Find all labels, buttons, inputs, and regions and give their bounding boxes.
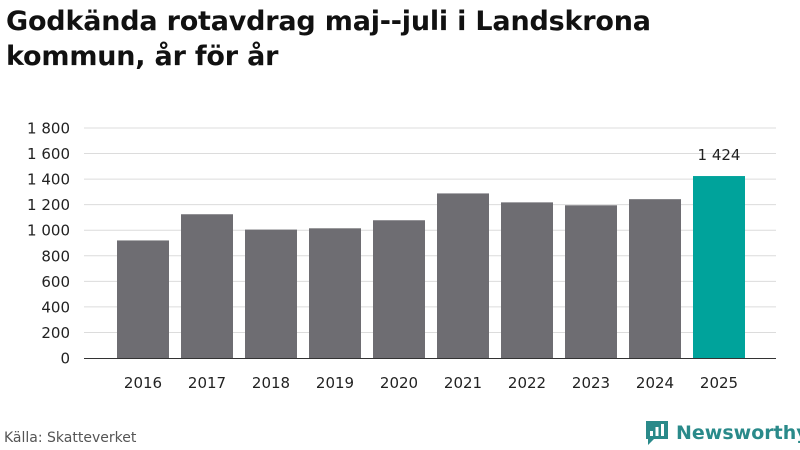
x-tick-label: 2022: [508, 374, 546, 392]
x-tick-label: 2025: [700, 374, 738, 392]
bar-2019: [309, 228, 361, 358]
x-tick-label: 2018: [252, 374, 290, 392]
brand-logo[interactable]: Newsworthy: [644, 419, 800, 447]
x-tick-label: 2016: [124, 374, 162, 392]
x-tick-label: 2020: [380, 374, 418, 392]
x-tick-label: 2023: [572, 374, 610, 392]
source-note: Källa: Skatteverket: [4, 430, 137, 446]
bar-2024: [629, 199, 681, 358]
data-labels: 1 424: [698, 146, 741, 164]
y-tick-label: 1 400: [27, 171, 70, 189]
bar-2022: [501, 202, 553, 358]
x-tick-label: 2019: [316, 374, 354, 392]
bar-2018: [245, 229, 297, 358]
y-tick-label: 1 000: [27, 222, 70, 240]
newsworthy-logo-icon: [646, 421, 668, 445]
y-tick-label: 1 600: [27, 145, 70, 163]
page-title: Godkända rotavdrag maj--juli i Landskron…: [6, 6, 651, 72]
bar-2016: [117, 240, 169, 358]
y-tick-label: 200: [41, 324, 70, 342]
bar-2021: [437, 193, 489, 358]
y-tick-label: 400: [41, 298, 70, 316]
y-tick-label: 600: [41, 273, 70, 291]
y-tick-label: 800: [41, 247, 70, 265]
bars: [117, 176, 745, 358]
x-tick-label: 2017: [188, 374, 226, 392]
brand-name: Newsworthy: [676, 422, 800, 444]
x-tick-label: 2024: [636, 374, 674, 392]
bar-2025: [693, 176, 745, 358]
y-tick-label: 0: [60, 350, 70, 368]
y-axis-tick-labels: 0 200 400 600 800 1 000 1 200 1 400 1 600 1 800: [27, 120, 70, 368]
x-tick-label: 2021: [444, 374, 482, 392]
bar-2020: [373, 220, 425, 358]
data-label: 1 424: [698, 146, 741, 164]
y-tick-label: 1 200: [27, 196, 70, 214]
bar-2017: [181, 214, 233, 358]
y-tick-label: 1 800: [27, 120, 70, 138]
bar-2023: [565, 205, 617, 358]
x-axis-tick-labels: 2016 2017 2018 2019 2020 2021 2022 2023 2024 2025: [124, 374, 738, 392]
